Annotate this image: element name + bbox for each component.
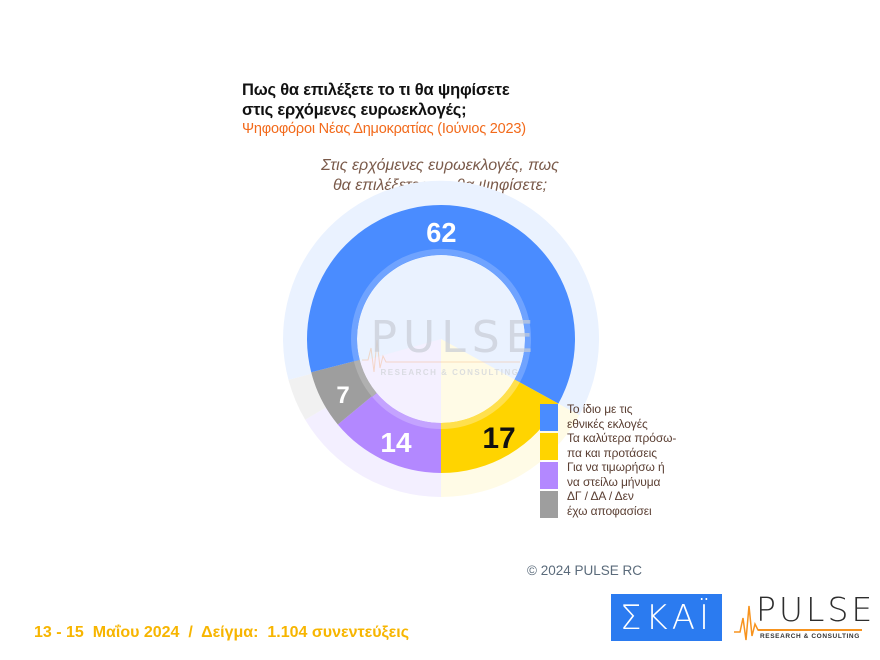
legend-swatch-blue: [540, 404, 558, 431]
chart-subtitle: Ψηφοφόροι Νέας Δημοκρατίας (Ιούνιος 2023…: [242, 121, 526, 137]
chart-title: Πως θα επιλέξετε το τι θα ψηφίσετε στις …: [242, 80, 510, 120]
title-line-2: στις ερχόμενες ευρωεκλογές;: [242, 101, 467, 119]
pulse-underline: [758, 629, 862, 631]
donut-segments: [306, 205, 575, 473]
donut-inner: [356, 255, 525, 424]
watermark-sub: RESEARCH & CONSULTING: [381, 368, 520, 377]
watermark-word: PULSE: [371, 312, 540, 363]
pulse-logo-word: PULSE: [756, 590, 876, 629]
value-label-gray: 7: [336, 382, 349, 409]
pulse-logo-sub: RESEARCH & CONSULTING: [760, 633, 860, 640]
survey-footer: 13 - 15 Μαΐου 2024 / Δείγμα: 1.104 συνεν…: [34, 624, 410, 641]
legend-swatch-gray: [540, 491, 558, 518]
legend-label: Το ίδιο με τις εθνικές εκλογές: [567, 402, 648, 431]
legend-label: Για να τιμωρήσω ή να στείλω μήνυμα: [567, 460, 665, 489]
copyright-text: © 2024 PULSE RC: [527, 563, 643, 578]
question-line-1: Στις ερχόμενες ευρωεκλογές, πως: [321, 157, 559, 174]
value-label-blue: 62: [426, 217, 456, 248]
segment-yellow: [441, 379, 559, 473]
pulse-logo: PULSE RESEARCH & CONSULTING: [732, 590, 872, 644]
donut-inner-rim: [351, 248, 532, 429]
legend-label: ΔΓ / ΔΑ / Δεν έχω αποφασίσει: [567, 489, 652, 518]
value-label-yellow: 17: [482, 422, 515, 455]
legend-swatch-purple: [540, 462, 558, 489]
pulse-heartbeat-icon: [734, 605, 772, 641]
value-label-purple: 14: [380, 427, 412, 458]
title-line-1: Πως θα επιλέξετε το τι θα ψηφίσετε: [242, 81, 510, 99]
pulse-watermark: [362, 339, 520, 373]
skai-logo: ΣΚΑΪ: [611, 594, 722, 641]
segment-purple: [337, 392, 441, 473]
segment-blue: [306, 205, 575, 404]
legend-label: Τα καλύτερα πρόσω-πα και προτάσεις: [567, 431, 677, 460]
legend-swatch-yellow: [540, 433, 558, 460]
